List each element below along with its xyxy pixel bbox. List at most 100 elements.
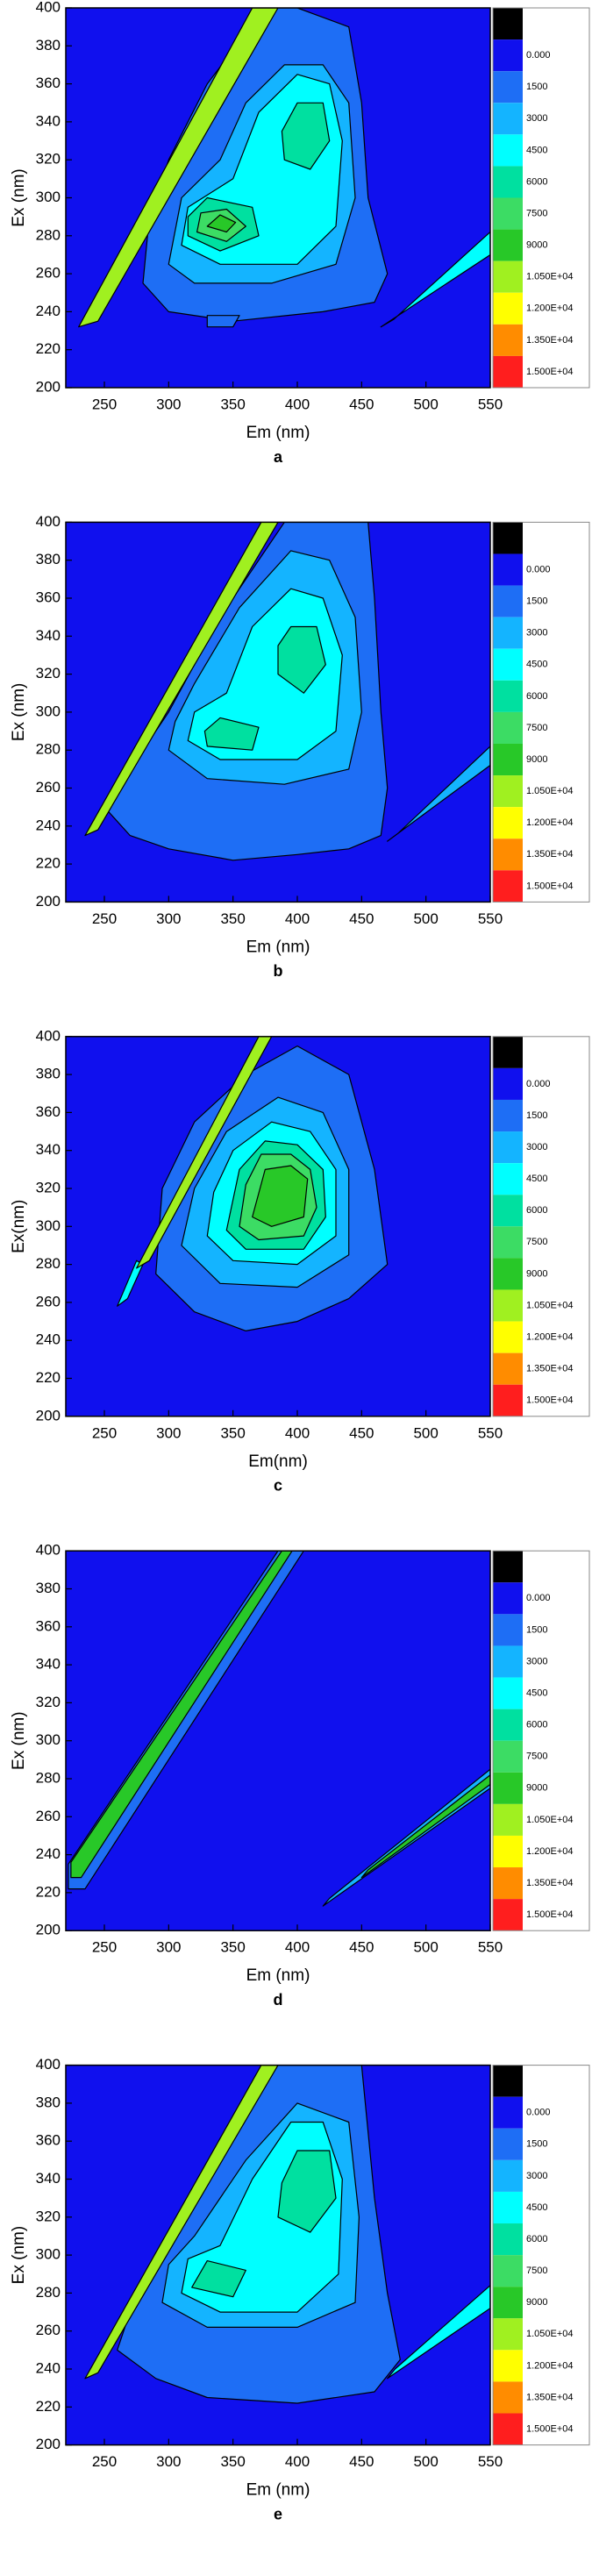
colorbar-label: 7500	[526, 1752, 547, 1762]
colorbar-swatch	[493, 1258, 523, 1290]
colorbar-swatch	[493, 1835, 523, 1868]
colorbar-label: 4500	[526, 1174, 547, 1184]
colorbar-label: 3000	[526, 2171, 547, 2181]
x-tick-label: 300	[156, 396, 181, 412]
x-tick-label: 400	[285, 2453, 310, 2470]
colorbar-swatch	[493, 775, 523, 808]
y-tick-label: 360	[36, 589, 61, 605]
colorbar-label: 4500	[526, 145, 547, 155]
y-tick-label: 260	[36, 1293, 61, 1309]
y-axis-label: Ex (nm)	[10, 1711, 28, 1770]
colorbar-label: 1.350E+04	[526, 1878, 574, 1888]
contour-region	[252, 1165, 309, 1227]
colorbar-frame	[492, 1550, 590, 1931]
colorbar-swatch	[493, 103, 523, 135]
colorbar-label: 6000	[526, 1720, 547, 1730]
colorbar-label: 1.200E+04	[526, 303, 574, 314]
x-tick-label: 500	[413, 1424, 438, 1441]
colorbar-label: 1.050E+04	[526, 1300, 574, 1310]
y-tick-label: 220	[36, 1369, 61, 1386]
x-tick-label: 550	[478, 1424, 503, 1441]
colorbar-label: 0.000	[526, 564, 551, 574]
panel-label: e	[274, 2505, 282, 2522]
colorbar-top	[493, 8, 523, 40]
x-tick-label: 450	[349, 1939, 374, 1956]
x-tick-label: 550	[478, 2453, 503, 2470]
colorbar-swatch	[493, 1384, 523, 1416]
colorbar-swatch	[493, 807, 523, 839]
colorbar-swatch	[493, 1614, 523, 1646]
y-tick-label: 280	[36, 1255, 61, 1272]
colorbar-swatch	[493, 1772, 523, 1804]
colorbar-swatch	[493, 2413, 523, 2445]
colorbar-top	[493, 2065, 523, 2097]
y-tick-label: 380	[36, 1580, 61, 1596]
colorbar-swatch	[493, 1899, 523, 1931]
y-tick-label: 200	[36, 893, 61, 910]
contour-region	[360, 1774, 490, 1879]
colorbar-swatch	[493, 71, 523, 103]
colorbar-swatch	[493, 166, 523, 198]
colorbar-label: 6000	[526, 691, 547, 702]
colorbar-label: 1.350E+04	[526, 335, 574, 346]
colorbar-swatch	[493, 2223, 523, 2256]
y-tick-label: 360	[36, 1617, 61, 1634]
x-tick-label: 250	[92, 1939, 117, 1956]
colorbar-label: 0.000	[526, 1593, 551, 1603]
colorbar-label: 1.050E+04	[526, 1815, 574, 1825]
colorbar-label: 1.200E+04	[526, 2360, 574, 2371]
colorbar-frame	[492, 1036, 590, 1417]
x-tick-label: 350	[220, 396, 245, 412]
colorbar-label: 1500	[526, 596, 547, 607]
y-tick-label: 340	[36, 112, 61, 129]
colorbar-swatch	[493, 197, 523, 230]
x-tick-label: 350	[220, 1939, 245, 1956]
colorbar-label: 3000	[526, 1656, 547, 1666]
y-tick-label: 200	[36, 1407, 61, 1424]
y-tick-label: 220	[36, 855, 61, 872]
colorbar-label: 7500	[526, 208, 547, 218]
x-tick-label: 250	[92, 910, 117, 927]
y-tick-label: 300	[36, 189, 61, 205]
colorbar-swatch	[493, 680, 523, 712]
colorbar-swatch	[493, 2287, 523, 2319]
colorbar-swatch	[493, 2159, 523, 2192]
panel: 250 300 350 400 450 500 550 200 220 240 260 280 300 3…	[10, 1027, 590, 1495]
y-axis-label: Ex(nm)	[10, 1200, 28, 1253]
y-tick-label: 320	[36, 1694, 61, 1710]
panel-label: c	[274, 1477, 282, 1495]
colorbar-swatch	[493, 2096, 523, 2129]
y-tick-label: 380	[36, 37, 61, 54]
colorbar-label: 6000	[526, 2234, 547, 2244]
colorbar-label: 9000	[526, 2297, 547, 2308]
y-tick-label: 240	[36, 817, 61, 833]
colorbar-swatch	[493, 2350, 523, 2382]
y-tick-label: 320	[36, 151, 61, 168]
contour-region	[322, 1768, 490, 1907]
colorbar-label: 9000	[526, 754, 547, 765]
colorbar-swatch	[493, 838, 523, 871]
colorbar-swatch	[493, 1582, 523, 1615]
colorbar-swatch	[493, 2381, 523, 2414]
panel: 250 300 350 400 450 500 550 200 220 240 260 280 300 3…	[10, 0, 590, 466]
colorbar-label: 1500	[526, 1624, 547, 1635]
colorbar-swatch	[493, 1867, 523, 1900]
colorbar-swatch	[493, 1803, 523, 1836]
y-tick-label: 380	[36, 1066, 61, 1082]
y-tick-label: 220	[36, 340, 61, 357]
colorbar-label: 1.350E+04	[526, 2392, 574, 2402]
colorbar-label: 1.500E+04	[526, 367, 574, 377]
colorbar-swatch	[493, 1226, 523, 1259]
colorbar-label: 1.500E+04	[526, 1909, 574, 1920]
x-tick-label: 250	[92, 2453, 117, 2470]
contour-region	[191, 2260, 246, 2298]
y-tick-label: 280	[36, 2284, 61, 2301]
y-tick-label: 200	[36, 2436, 61, 2452]
y-tick-label: 280	[36, 1769, 61, 1786]
y-tick-label: 280	[36, 226, 61, 243]
x-axis-label: Em (nm)	[246, 1966, 310, 1985]
colorbar-swatch	[493, 1645, 523, 1678]
x-tick-label: 300	[156, 1939, 181, 1956]
colorbar-label: 1.050E+04	[526, 272, 574, 282]
colorbar-label: 0.000	[526, 1079, 551, 1089]
